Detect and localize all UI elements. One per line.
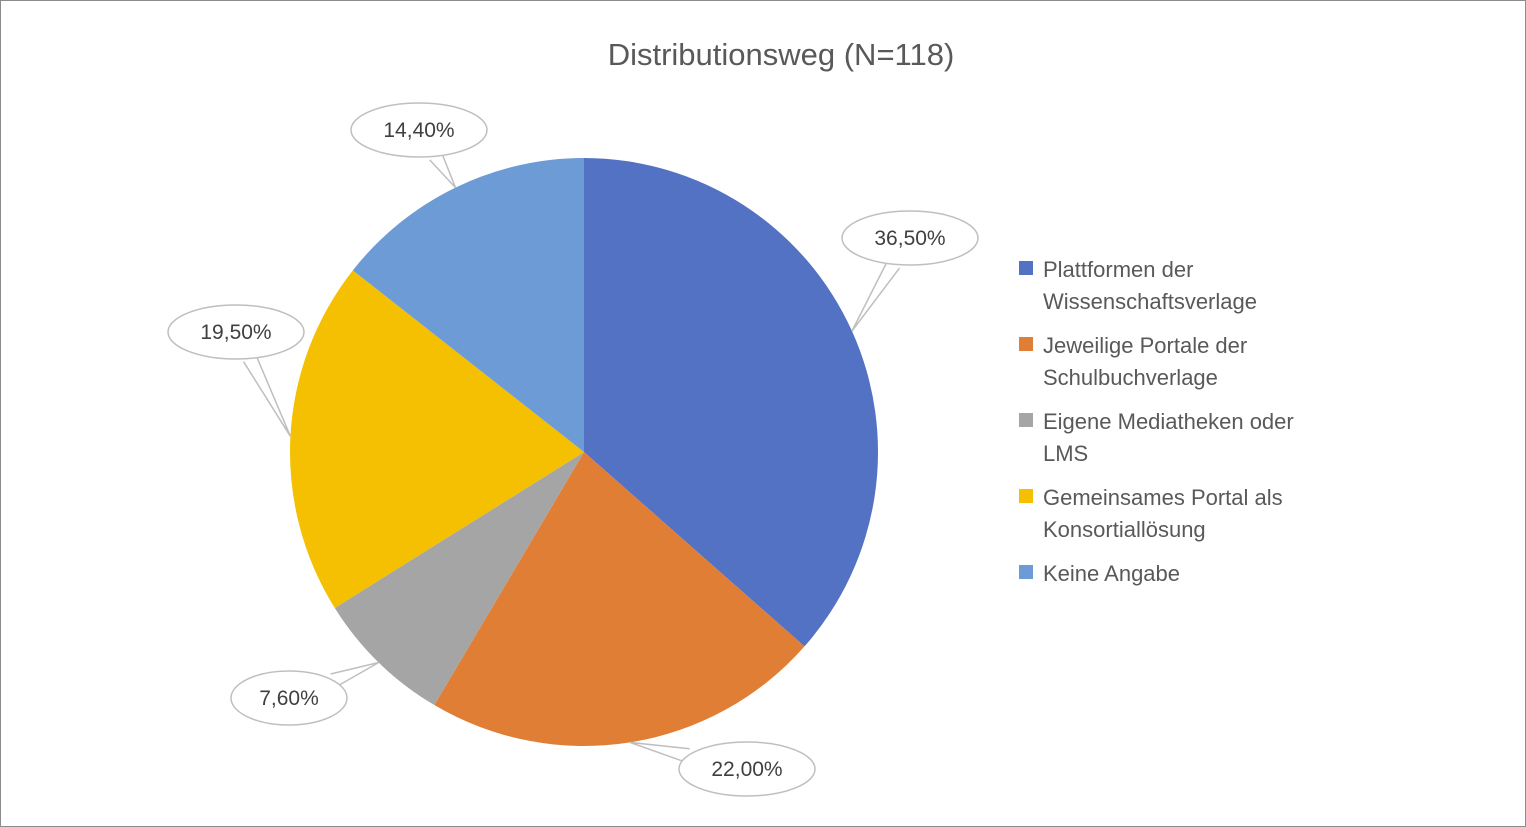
legend-label: Keine Angabe	[1043, 561, 1180, 586]
legend-label: Jeweilige Portale der	[1043, 333, 1247, 358]
legend: Plattformen der Wissenschaftsverlage Jewei…	[1019, 257, 1294, 586]
pie-slice	[434, 452, 805, 747]
legend-label: Konsortiallösung	[1043, 517, 1206, 542]
callout-leader	[242, 354, 292, 437]
pie-slice	[334, 452, 584, 706]
legend-label: Gemeinsames Portal als	[1043, 485, 1283, 510]
pie-slice	[584, 158, 879, 647]
legend-label: Wissenschaftsverlage	[1043, 289, 1257, 314]
callout-leader	[330, 661, 380, 688]
legend-item: Gemeinsames Portal als Konsortiallösung	[1019, 485, 1283, 542]
legend-item: Keine Angabe	[1019, 561, 1180, 586]
chart-title: Distributionsweg (N=118)	[608, 37, 955, 72]
data-label: 7,60%	[259, 687, 319, 710]
pie-slice	[289, 270, 584, 608]
callout-leader	[429, 152, 457, 189]
legend-swatch	[1019, 565, 1033, 579]
callout-leader	[851, 260, 901, 332]
legend-label: LMS	[1043, 441, 1088, 466]
legend-swatch	[1019, 261, 1033, 275]
legend-label: Plattformen der	[1043, 257, 1193, 282]
callout-leader	[629, 741, 690, 764]
legend-item: Eigene Mediatheken oder LMS	[1019, 409, 1294, 466]
legend-label: Eigene Mediatheken oder	[1043, 409, 1294, 434]
data-label: 22,00%	[711, 758, 782, 781]
data-label-bubble-fill	[843, 212, 977, 264]
data-labels: 36,50% 22,00% 7,60% 19,50% 14,40%	[167, 102, 979, 797]
data-label-bubble-fill	[680, 743, 814, 795]
data-label-bubble-fill	[169, 306, 303, 358]
legend-item: Plattformen der Wissenschaftsverlage	[1019, 257, 1257, 314]
data-label: 36,50%	[874, 227, 945, 250]
data-label: 14,40%	[383, 119, 454, 142]
callout-leaders	[242, 152, 901, 764]
pie-slice	[352, 158, 584, 452]
pie-slices	[289, 158, 879, 747]
legend-swatch	[1019, 489, 1033, 503]
legend-swatch	[1019, 337, 1033, 351]
legend-label: Schulbuchverlage	[1043, 365, 1218, 390]
legend-swatch	[1019, 413, 1033, 427]
legend-item: Jeweilige Portale der Schulbuchverlage	[1019, 333, 1247, 390]
data-label-bubble-fill	[352, 104, 486, 156]
data-label: 19,50%	[200, 321, 271, 344]
data-label-bubble-fill	[232, 672, 346, 724]
